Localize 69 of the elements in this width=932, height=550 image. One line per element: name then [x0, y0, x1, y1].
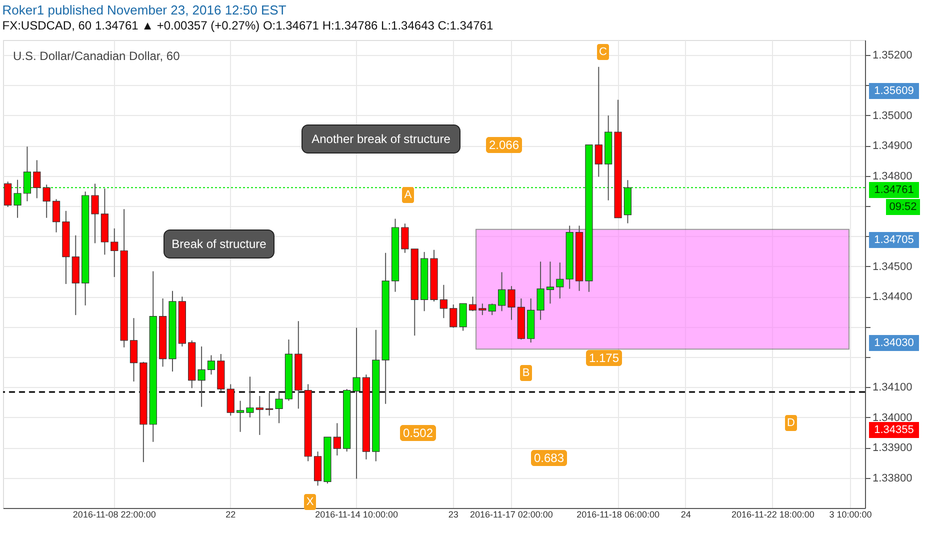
candlestick	[52, 198, 60, 233]
y-tick-label: 1.34500	[872, 260, 912, 273]
chart-subtitle: FX:USDCAD, 60 1.34761 ▲ +0.00357 (+0.27%) O:1.34671 H:1.34786 L:1.34643 C:1.34761	[2, 18, 494, 32]
candlestick	[488, 303, 496, 316]
annotation: A	[404, 189, 412, 201]
candlestick	[333, 422, 341, 456]
y-tick-label: 1.33900	[872, 442, 912, 454]
candlestick	[236, 400, 244, 432]
x-tick-label: 22	[226, 510, 236, 520]
candlestick	[256, 395, 264, 436]
y-tick-label: 1.33800	[872, 472, 912, 484]
candlestick	[508, 286, 516, 320]
annotation: 0.502	[402, 426, 434, 440]
candlestick	[546, 261, 554, 304]
candlestick	[459, 303, 467, 332]
y-tick-label: 1.35200	[872, 50, 912, 62]
candlestick	[42, 184, 50, 218]
chart-title: Roker1 published November 23, 2016 12:50 EST	[2, 2, 286, 18]
candlestick	[4, 181, 12, 208]
candlestick	[450, 304, 458, 328]
y-tick-label: 1.34100	[872, 382, 912, 394]
text: 09:52	[889, 201, 917, 213]
candlestick	[198, 346, 206, 408]
candlestick	[440, 284, 448, 319]
candlestick	[33, 160, 41, 199]
candlestick	[91, 183, 99, 244]
text: 1.34030	[874, 337, 914, 349]
text: 1.34705	[874, 234, 914, 246]
annotation: X	[306, 496, 314, 508]
candlestick	[498, 272, 506, 312]
x-tick-label: 2016-11-17 02:00:00	[470, 510, 553, 520]
candlestick	[226, 384, 234, 416]
candlestick	[352, 327, 360, 480]
annotation: 0.683	[534, 451, 564, 465]
annotation: 1.175	[588, 351, 620, 365]
text: 1.35609	[874, 85, 914, 97]
candlestick	[207, 354, 216, 376]
x-tick-label: 2016-11-22 18:00:00	[732, 510, 814, 520]
x-tick-label: 2016-11-08 22:00:00	[72, 510, 156, 520]
candlestick	[401, 223, 409, 254]
x-tick-label: 23	[448, 510, 458, 520]
y-tick-label: 1.34800	[872, 170, 912, 182]
candlestick	[266, 392, 274, 416]
annotation: Break of structure	[172, 237, 267, 251]
annotation: U.S. Dollar/Canadian Dollar, 60	[13, 49, 180, 63]
candlestick	[130, 318, 138, 382]
x-tick-label: 3 10:00:00	[829, 510, 872, 520]
candlestick	[478, 303, 486, 316]
x-tick-label: 2016-11-14 10:00:00	[315, 510, 398, 520]
candlestick	[110, 228, 118, 278]
annotation: 2.066	[488, 138, 520, 152]
annotation: B	[522, 367, 530, 379]
x-tick-label: 2016-11-18 06:00:00	[576, 510, 660, 520]
candlestick	[246, 376, 254, 418]
candlestick	[556, 262, 564, 299]
annotation: C	[599, 46, 608, 58]
text: 1.34761	[874, 184, 914, 196]
y-tick-label: 1.34000	[872, 412, 912, 424]
annotation: Another break of structure	[312, 132, 451, 146]
candlestick	[275, 390, 283, 424]
candlestick	[468, 296, 477, 312]
x-tick-label: 24	[680, 510, 691, 520]
y-tick-label: 1.34400	[872, 291, 912, 304]
candlestick	[536, 261, 544, 320]
annotation: D	[787, 417, 796, 429]
candlestick	[594, 66, 602, 178]
y-tick-label: 1.35000	[872, 110, 912, 122]
y-tick-label: 1.34900	[872, 140, 912, 152]
text: 1.34355	[874, 424, 914, 436]
